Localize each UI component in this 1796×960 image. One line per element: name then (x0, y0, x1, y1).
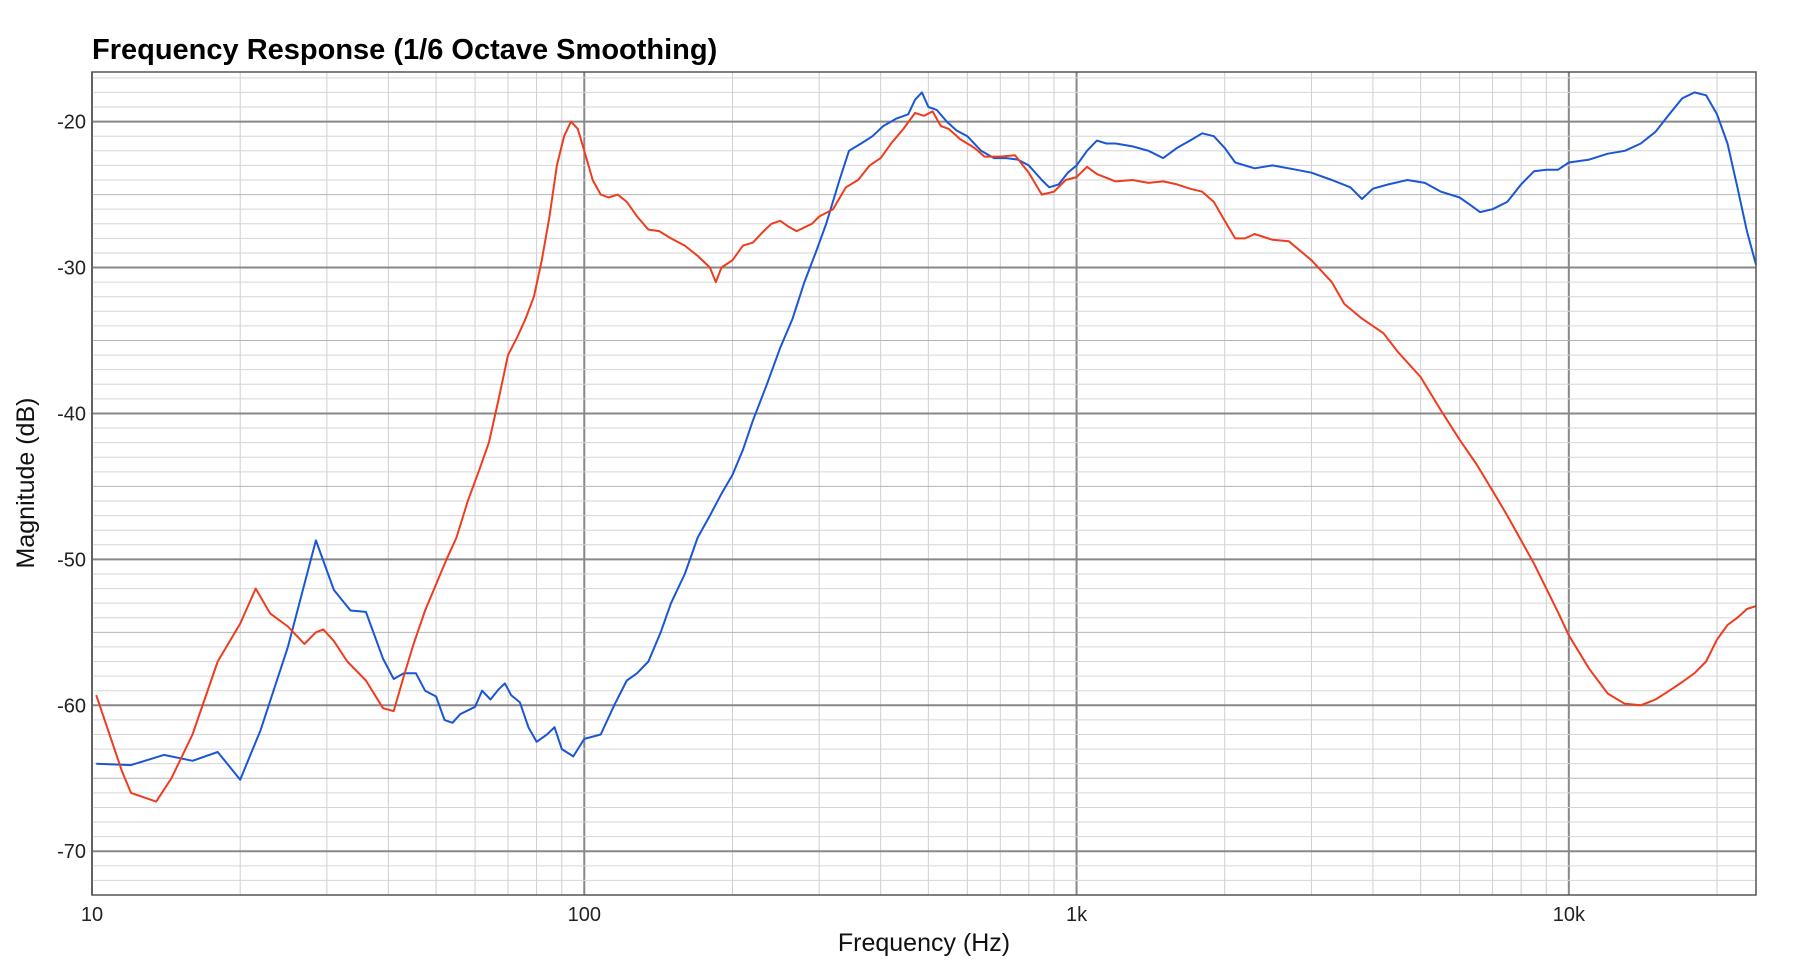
x-axis-title: Frequency (Hz) (838, 929, 1010, 957)
chart-title: Frequency Response (1/6 Octave Smoothing… (92, 34, 718, 66)
series-line-2 (95, 110, 1757, 803)
plot-frame (91, 71, 1757, 896)
y-tick-label: -20 (57, 112, 86, 134)
grid (91, 72, 1756, 896)
y-axis-title: Magnitude (dB) (12, 398, 40, 569)
y-tick-label: -40 (57, 403, 86, 425)
x-tick-label: 10k (1553, 904, 1586, 926)
tick-labels: 10 100 1k 10k -20 -30 -40 -50 -60 -70 (57, 112, 1586, 926)
series-layer (95, 91, 1757, 803)
y-tick-label: -70 (57, 841, 86, 863)
y-tick-label: -30 (57, 258, 86, 280)
y-tick-label: -50 (57, 549, 86, 571)
x-tick-label: 10 (81, 904, 103, 926)
y-tick-label: -60 (57, 695, 86, 717)
x-tick-label: 100 (568, 904, 601, 926)
series-line-1 (96, 91, 1757, 781)
x-tick-label: 1k (1066, 904, 1088, 926)
